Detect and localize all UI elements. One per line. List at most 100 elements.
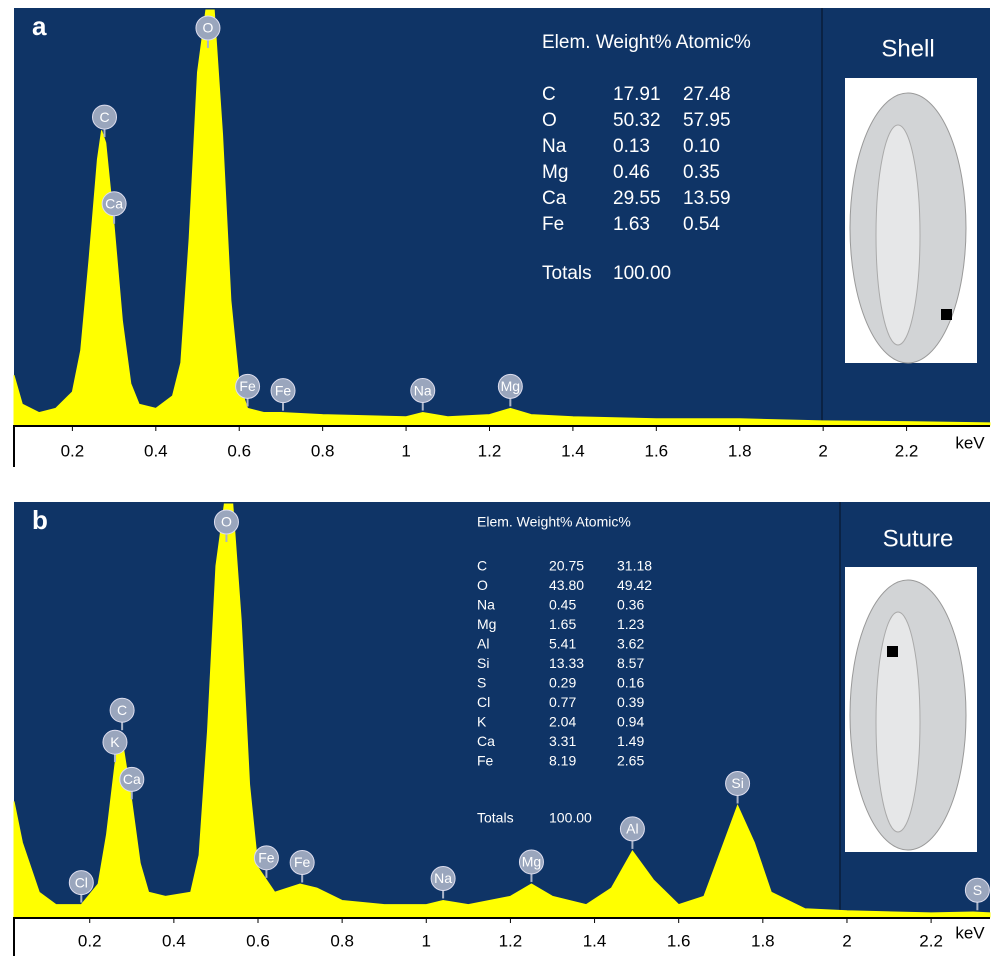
- table-cell: 3.31: [549, 733, 576, 749]
- x-tick-label: 1.4: [561, 441, 585, 460]
- table-cell: 0.13: [613, 136, 650, 157]
- table-cell: 2.65: [617, 753, 644, 769]
- table-cell: C: [542, 84, 556, 105]
- table-cell: 2.04: [549, 714, 576, 730]
- peak-marker: [619, 816, 645, 842]
- peak-label: Fe: [258, 850, 275, 866]
- table-cell: 0.29: [549, 675, 576, 691]
- table-cell: 1.65: [549, 616, 576, 632]
- panel-bg: [14, 502, 990, 917]
- table-cell: 0.36: [617, 597, 644, 613]
- table-cell: 29.55: [613, 188, 661, 209]
- peak-marker: [119, 766, 145, 792]
- table-totals: 100.00: [613, 263, 671, 284]
- table-cell: 0.45: [549, 597, 576, 613]
- x-tick-label: 0.6: [246, 931, 270, 950]
- peak-label: Ca: [105, 196, 123, 212]
- table-cell: 0.46: [613, 162, 650, 183]
- peak-label: Na: [434, 870, 452, 886]
- table-cell: C: [477, 558, 487, 574]
- table-cell: Al: [477, 636, 489, 652]
- x-tick-label: 0.2: [61, 441, 85, 460]
- table-totals: 100.00: [549, 810, 592, 826]
- table-cell: 0.35: [683, 162, 720, 183]
- table-cell: 49.42: [617, 577, 652, 593]
- peak-label: Cl: [75, 874, 88, 890]
- peak-marker: [497, 373, 523, 399]
- table-cell: 0.16: [617, 675, 644, 691]
- table-cell: Fe: [542, 214, 564, 235]
- x-tick-label: 1.6: [645, 441, 669, 460]
- table-cell: 1.49: [617, 733, 644, 749]
- table-cell: O: [477, 577, 488, 593]
- peak-marker: [92, 104, 118, 130]
- peak-marker: [518, 849, 544, 875]
- peak-marker: [235, 373, 261, 399]
- x-tick-label: 0.6: [227, 441, 251, 460]
- table-cell: Si: [477, 655, 489, 671]
- peak-label: O: [203, 20, 214, 36]
- table-cell: Ca: [542, 188, 567, 209]
- x-axis-label: keV: [955, 923, 985, 942]
- peak-label: Ca: [123, 771, 141, 787]
- peak-marker: [68, 870, 94, 896]
- peak-label: S: [973, 882, 982, 898]
- peak-label: K: [110, 734, 120, 750]
- inset-image: [845, 567, 977, 852]
- peak-marker: [289, 849, 315, 875]
- panel-bg: [14, 8, 990, 425]
- peak-marker: [964, 877, 990, 903]
- table-cell: 13.33: [549, 655, 584, 671]
- x-axis-label: keV: [955, 433, 985, 452]
- table-cell: 1.63: [613, 214, 650, 235]
- table-cell: 43.80: [549, 577, 584, 593]
- table-header: Elem. Weight% Atomic%: [477, 514, 631, 530]
- peak-label: Fe: [294, 854, 311, 870]
- x-tick-label: 0.2: [78, 931, 102, 950]
- inset-image: [845, 78, 977, 364]
- peak-label: Si: [731, 775, 743, 791]
- table-cell: 8.57: [617, 655, 644, 671]
- table-totals-label: Totals: [542, 263, 592, 284]
- table-cell: 1.23: [617, 616, 644, 632]
- x-tick-label: 1.8: [751, 931, 775, 950]
- peak-marker: [109, 697, 135, 723]
- table-cell: S: [477, 675, 486, 691]
- x-tick-label: 1.4: [583, 931, 607, 950]
- table-cell: Ca: [477, 733, 495, 749]
- x-tick-label: 0.8: [311, 441, 335, 460]
- x-tick-label: 2.2: [919, 931, 943, 950]
- peak-marker: [102, 729, 128, 755]
- table-cell: 13.59: [683, 188, 731, 209]
- panel-label: a: [32, 11, 47, 41]
- peak-marker: [430, 865, 456, 891]
- x-tick-label: 2: [818, 441, 827, 460]
- peak-marker: [725, 770, 751, 796]
- peak-marker: [270, 378, 296, 404]
- table-cell: Na: [477, 597, 495, 613]
- table-totals-label: Totals: [477, 810, 514, 826]
- peak-label: Fe: [275, 382, 292, 398]
- table-cell: Mg: [542, 162, 568, 183]
- table-cell: 0.54: [683, 214, 720, 235]
- peak-label: C: [117, 702, 127, 718]
- table-header: Elem. Weight% Atomic%: [542, 32, 751, 53]
- spectrum: [13, 9, 991, 426]
- table-cell: Fe: [477, 753, 494, 769]
- table-cell: 8.19: [549, 753, 576, 769]
- peak-marker: [101, 191, 127, 217]
- x-tick-label: 1.2: [499, 931, 523, 950]
- table-cell: 31.18: [617, 558, 652, 574]
- table-cell: 27.48: [683, 84, 731, 105]
- table-cell: 0.94: [617, 714, 644, 730]
- peak-label: O: [221, 514, 232, 530]
- peak-marker: [195, 15, 221, 41]
- table-cell: 0.39: [617, 694, 644, 710]
- x-tick-label: 1.2: [478, 441, 502, 460]
- x-tick-label: 1: [401, 441, 410, 460]
- table-cell: 20.75: [549, 558, 584, 574]
- table-cell: 17.91: [613, 84, 661, 105]
- peak-marker: [213, 509, 239, 535]
- peak-label: Fe: [239, 378, 256, 394]
